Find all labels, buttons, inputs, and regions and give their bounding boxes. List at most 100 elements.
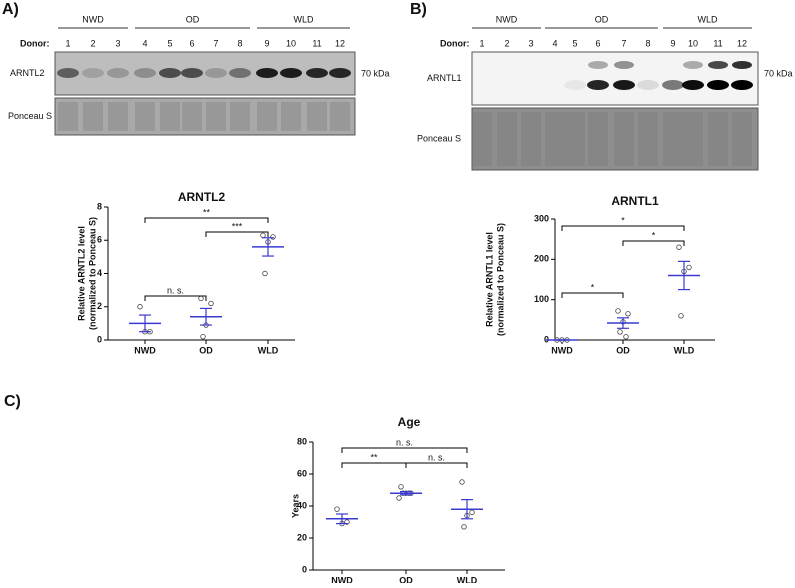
ponceau-lane [58, 102, 78, 131]
significance-bracket [561, 225, 685, 231]
ponceau-lane [108, 102, 128, 131]
y-tick-label: 200 [534, 254, 549, 264]
x-tick-label: OD [616, 345, 630, 355]
significance-bracket [622, 240, 685, 246]
blot-band [329, 68, 351, 78]
data-point [137, 304, 143, 310]
protein-label: ARNTL2 [10, 68, 45, 78]
blot-band [682, 80, 704, 90]
donor-number: 4 [552, 38, 557, 48]
blot [471, 51, 759, 106]
significance-bracket [144, 295, 207, 301]
ponceau-lane [135, 102, 155, 131]
ponceau-lane [521, 112, 541, 166]
y-tick-label: 8 [97, 201, 102, 211]
y-axis-label: Years [290, 494, 300, 518]
blot-band [159, 68, 181, 78]
ponceau-lane [83, 102, 103, 131]
y-axis-label: (normalized to Ponceau S) [87, 217, 97, 330]
x-tick-label: NWD [331, 575, 353, 583]
significance-label: ** [370, 452, 378, 462]
y-tick-label: 0 [302, 564, 307, 574]
ponceau-lane [182, 102, 202, 131]
group-label: OD [595, 14, 609, 24]
data-point [270, 234, 276, 240]
group-label: WLD [698, 14, 719, 24]
y-tick-label: 2 [97, 301, 102, 311]
data-point [686, 264, 692, 271]
donor-number: 1 [65, 38, 70, 48]
x-tick-label: NWD [134, 345, 156, 355]
group-label: WLD [294, 14, 315, 24]
ponceau-lane [206, 102, 226, 131]
x-tick-label: OD [399, 575, 413, 583]
data-point [461, 524, 467, 530]
panel-label: A) [2, 1, 19, 18]
donor-number: 2 [90, 38, 95, 48]
y-tick-label: 40 [297, 500, 307, 510]
donor-label: Donor: [20, 38, 50, 48]
ponceau-lane [663, 112, 683, 166]
significance-label: * [652, 230, 656, 240]
significance-bracket [561, 292, 624, 298]
donor-number: 10 [688, 38, 698, 48]
ponceau-lane [281, 102, 301, 131]
blot-band [107, 68, 129, 78]
significance-label: n. s. [167, 285, 184, 295]
panel-label: B) [410, 1, 427, 18]
donor-number: 6 [595, 38, 600, 48]
ponceau [54, 97, 356, 136]
chart-title: ARNTL1 [611, 194, 659, 208]
ponceau-lane [257, 102, 277, 131]
ponceau-lane [472, 112, 492, 166]
significance-label: * [591, 282, 595, 292]
x-tick-label: WLD [457, 575, 478, 583]
ponceau-lane [497, 112, 517, 166]
donor-number: 6 [189, 38, 194, 48]
x-tick-label: WLD [258, 345, 279, 355]
blot-band [588, 61, 608, 69]
blot-band [564, 80, 586, 90]
donor-number: 3 [115, 38, 120, 48]
data-point [334, 506, 340, 512]
data-point [615, 308, 621, 314]
data-point [208, 300, 214, 307]
chart-title: Age [398, 415, 421, 429]
data-point [617, 329, 623, 335]
significance-label: *** [232, 221, 243, 231]
blot-band [256, 68, 278, 78]
loading-label: Ponceau S [417, 133, 461, 143]
y-tick-label: 300 [534, 213, 549, 223]
y-tick-label: 100 [534, 294, 549, 304]
donor-number: 11 [312, 38, 321, 48]
blot [54, 51, 356, 96]
blot-band [181, 68, 203, 78]
data-point [623, 334, 629, 340]
significance-label: * [621, 215, 625, 225]
ponceau-lane [307, 102, 327, 131]
loading-label: Ponceau S [8, 111, 52, 121]
blot-band [229, 68, 251, 78]
donor-number: 2 [504, 38, 509, 48]
donor-number: 12 [335, 38, 345, 48]
data-point [398, 484, 404, 490]
group-label: OD [186, 14, 200, 24]
blot-band [306, 68, 328, 78]
donor-number: 7 [213, 38, 218, 48]
blot-band [708, 61, 728, 69]
y-axis-label: Relative ARNTL2 level [76, 226, 86, 321]
significance-label: ** [203, 207, 211, 217]
x-tick-label: WLD [674, 345, 695, 355]
donor-number: 12 [737, 38, 747, 48]
x-tick-label: OD [199, 345, 213, 355]
x-tick-label: NWD [551, 345, 573, 355]
group-label: NWD [82, 14, 104, 24]
donor-number: 4 [142, 38, 147, 48]
y-tick-label: 0 [97, 334, 102, 344]
donor-number: 5 [572, 38, 577, 48]
data-point [459, 479, 465, 485]
data-point [262, 270, 268, 277]
y-tick-label: 6 [97, 235, 102, 245]
donor-number: 11 [713, 38, 722, 48]
